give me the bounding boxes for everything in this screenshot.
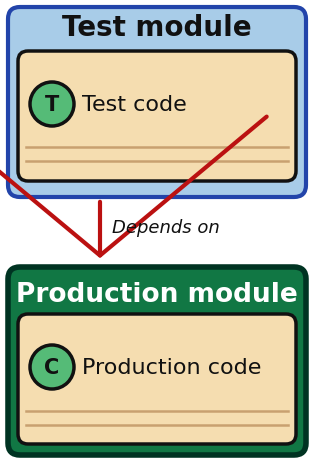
Text: Depends on: Depends on (112, 219, 220, 237)
Text: T: T (45, 95, 59, 115)
FancyBboxPatch shape (18, 52, 296, 181)
Text: Test module: Test module (62, 14, 252, 42)
Text: C: C (44, 357, 60, 377)
FancyBboxPatch shape (8, 268, 306, 455)
Text: Production code: Production code (82, 357, 261, 377)
FancyBboxPatch shape (18, 314, 296, 444)
Circle shape (30, 345, 74, 389)
Circle shape (30, 83, 74, 127)
FancyBboxPatch shape (8, 8, 306, 198)
Text: Production module: Production module (16, 282, 298, 307)
Text: Test code: Test code (82, 95, 187, 115)
